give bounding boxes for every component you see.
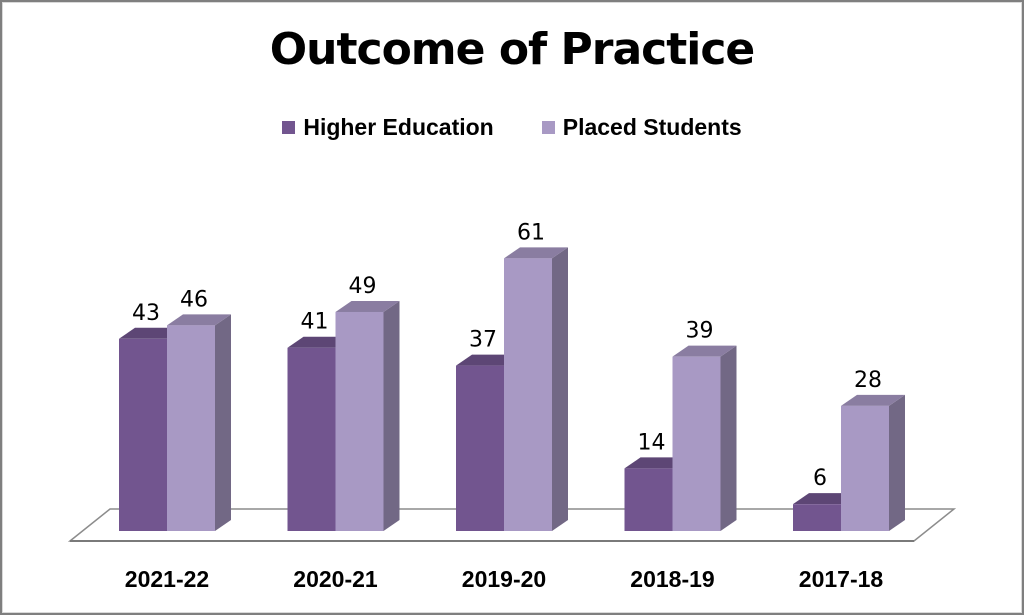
bar-top bbox=[841, 394, 905, 406]
category-label-2021-22: 2021-22 bbox=[125, 566, 209, 592]
value-label-placed-students-2018-19: 39 bbox=[686, 319, 714, 344]
bar-placed-students-2017-18 bbox=[841, 394, 905, 531]
legend-item-placed-students: Placed Students bbox=[541, 114, 742, 141]
value-label-placed-students-2019-20: 61 bbox=[517, 220, 545, 245]
bar-top bbox=[672, 345, 737, 357]
value-label-higher-education-2017-18: 6 bbox=[813, 466, 827, 491]
legend: Higher Education Placed Students bbox=[2, 114, 1022, 141]
value-label-placed-students-2021-22: 46 bbox=[180, 287, 208, 312]
category-label-2017-18: 2017-18 bbox=[799, 566, 884, 592]
bar-front bbox=[793, 504, 841, 531]
bar-top bbox=[167, 314, 231, 326]
value-label-placed-students-2017-18: 28 bbox=[854, 368, 882, 393]
category-label-2018-19: 2018-19 bbox=[630, 566, 714, 592]
legend-label-placed-students: Placed Students bbox=[562, 114, 742, 140]
bar-front bbox=[119, 338, 167, 531]
legend-swatch-higher-education bbox=[282, 121, 296, 134]
bar-front bbox=[287, 347, 336, 531]
value-label-higher-education-2020-21: 41 bbox=[301, 310, 329, 335]
legend-swatch-placed-students bbox=[541, 121, 555, 134]
value-label-higher-education-2018-19: 14 bbox=[638, 430, 666, 455]
chart-title: Outcome of Practice bbox=[269, 24, 756, 75]
bar-front bbox=[456, 365, 504, 531]
value-label-higher-education-2021-22: 43 bbox=[132, 301, 160, 326]
bar-front bbox=[624, 468, 673, 531]
category-label-2020-21: 2020-21 bbox=[293, 566, 378, 592]
bar-front bbox=[167, 325, 215, 531]
value-label-higher-education-2019-20: 37 bbox=[469, 328, 497, 353]
bar-placed-students-2019-20 bbox=[504, 247, 568, 531]
bar-side bbox=[720, 345, 737, 531]
bar-side bbox=[215, 314, 231, 531]
bar-placed-students-2020-21 bbox=[335, 300, 400, 531]
bar-placed-students-2018-19 bbox=[672, 345, 737, 531]
legend-label-higher-education: Higher Education bbox=[303, 114, 494, 140]
bar-side bbox=[889, 394, 905, 531]
bar-side bbox=[552, 247, 568, 531]
bar-front bbox=[504, 258, 552, 531]
value-label-placed-students-2020-21: 49 bbox=[349, 274, 377, 299]
category-label-2019-20: 2019-20 bbox=[462, 566, 546, 592]
bar-front bbox=[672, 356, 721, 531]
bar-placed-students-2021-22 bbox=[167, 314, 231, 531]
bar-front bbox=[335, 311, 384, 531]
legend-item-higher-education: Higher Education bbox=[282, 114, 494, 141]
bar-top bbox=[504, 247, 568, 259]
bar-front bbox=[841, 405, 889, 531]
bar-side bbox=[383, 300, 400, 531]
bar-top bbox=[335, 300, 400, 312]
